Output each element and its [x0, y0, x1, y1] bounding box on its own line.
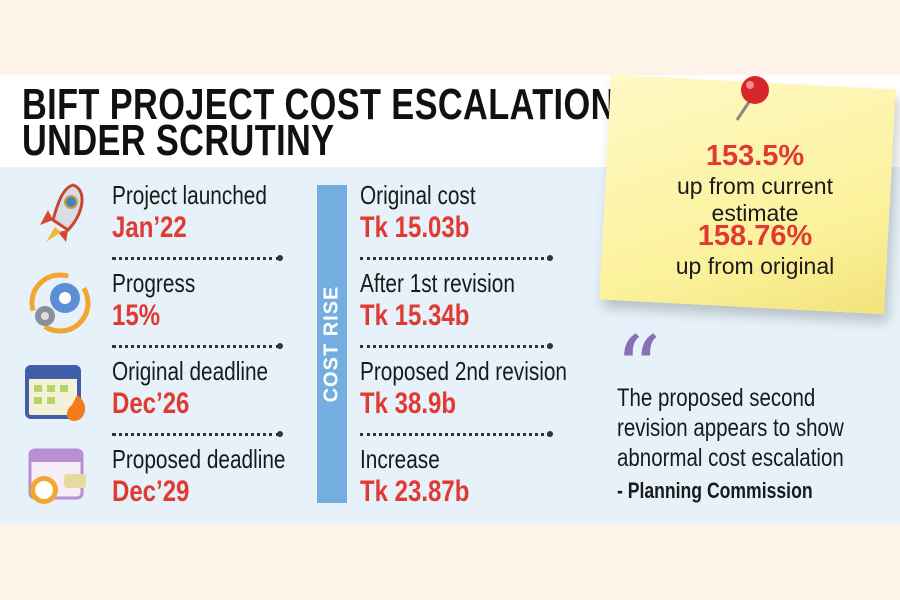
headline-line-1: BIFT PROJECT COST ESCALATION	[22, 80, 616, 129]
quote-attribution: - Planning Commission	[617, 478, 813, 503]
quote-mark-icon: “	[615, 317, 662, 422]
calendar-clock-icon	[28, 448, 86, 504]
note-stat-current: 153.5% up from current estimate	[635, 140, 875, 227]
cost-label: After 1st revision	[360, 268, 515, 298]
cost-label: Original cost	[360, 180, 476, 210]
gear-progress-icon	[29, 272, 91, 334]
divider	[360, 343, 553, 349]
cost-value: Tk 15.34b	[360, 299, 470, 332]
stat-value: 158.76%	[697, 220, 813, 252]
stat-value: 153.5%	[705, 140, 805, 172]
pushpin-icon	[735, 76, 769, 121]
timeline-value: Dec’26	[112, 387, 190, 420]
divider	[360, 431, 553, 437]
cost-item-original: Original cost Tk 15.03b	[360, 180, 505, 245]
divider	[112, 431, 283, 437]
divider	[360, 255, 553, 261]
cost-item-second-revision: Proposed 2nd revision Tk 38.9b	[360, 356, 619, 421]
timeline-value: Jan’22	[112, 211, 187, 244]
headline-line-2: UNDER SCRUTINY	[22, 116, 335, 165]
timeline-label: Proposed deadline	[112, 444, 286, 474]
cost-value: Tk 15.03b	[360, 211, 470, 244]
divider	[112, 255, 283, 261]
timeline-item-launched: Project launched Jan’22	[112, 180, 306, 245]
cost-item-first-revision: After 1st revision Tk 15.34b	[360, 268, 554, 333]
cost-item-increase: Increase Tk 23.87b	[360, 444, 497, 509]
note-stat-original: 158.76% up from original	[635, 220, 875, 280]
cost-value: Tk 23.87b	[360, 475, 470, 508]
timeline-item-progress: Progress 15%	[112, 268, 216, 333]
rocket-icon	[40, 183, 84, 242]
cost-label: Proposed 2nd revision	[360, 356, 567, 386]
cost-rise-bar	[317, 185, 347, 503]
timeline-label: Project launched	[112, 180, 267, 210]
timeline-value: Dec’29	[112, 475, 190, 508]
stat-caption: up from original	[675, 253, 835, 279]
stat-caption: up from current estimate	[677, 173, 833, 226]
timeline-item-proposed-deadline: Proposed deadline Dec’29	[112, 444, 329, 509]
cost-rise-label: COST RISE	[320, 285, 343, 403]
timeline-value: 15%	[112, 299, 161, 332]
calendar-fire-icon	[25, 365, 86, 421]
cost-value: Tk 38.9b	[360, 387, 457, 420]
quote-text: The proposed second revision appears to …	[617, 384, 844, 472]
cost-label: Increase	[360, 444, 440, 474]
timeline-label: Original deadline	[112, 356, 269, 386]
divider	[112, 343, 283, 349]
timeline-label: Progress	[112, 268, 196, 298]
timeline-item-original-deadline: Original deadline Dec’26	[112, 356, 307, 421]
